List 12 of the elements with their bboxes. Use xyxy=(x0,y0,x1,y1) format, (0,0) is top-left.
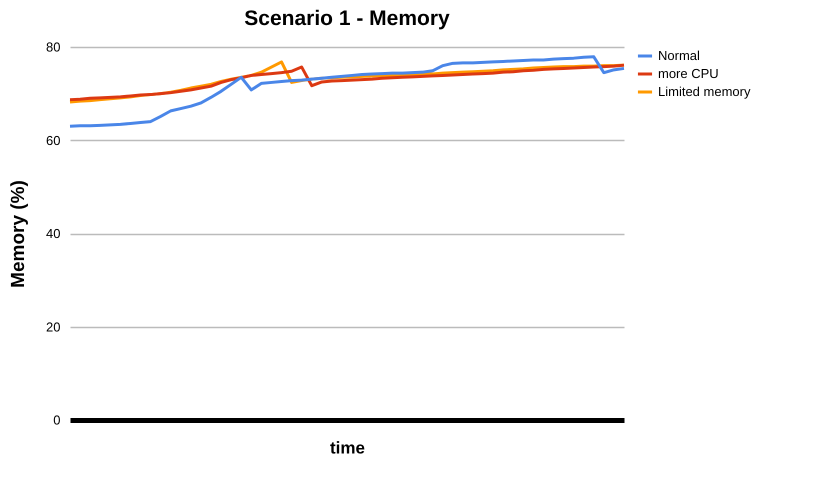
y-axis-title: Memory (%) xyxy=(8,180,30,288)
y-tick-label: 20 xyxy=(46,319,60,334)
legend-label: Limited memory xyxy=(658,84,751,99)
y-tick-label: 60 xyxy=(46,132,60,148)
y-tick-label: 80 xyxy=(46,40,60,54)
legend-label: Normal xyxy=(658,48,700,63)
y-tick-label: 0 xyxy=(53,412,60,428)
y-tick-label: 40 xyxy=(46,226,60,241)
x-axis-title: time xyxy=(330,438,365,458)
line-series xyxy=(68,55,626,128)
chart-title: Scenario 1 - Memory xyxy=(244,7,450,30)
legend-label: more CPU xyxy=(658,66,719,81)
